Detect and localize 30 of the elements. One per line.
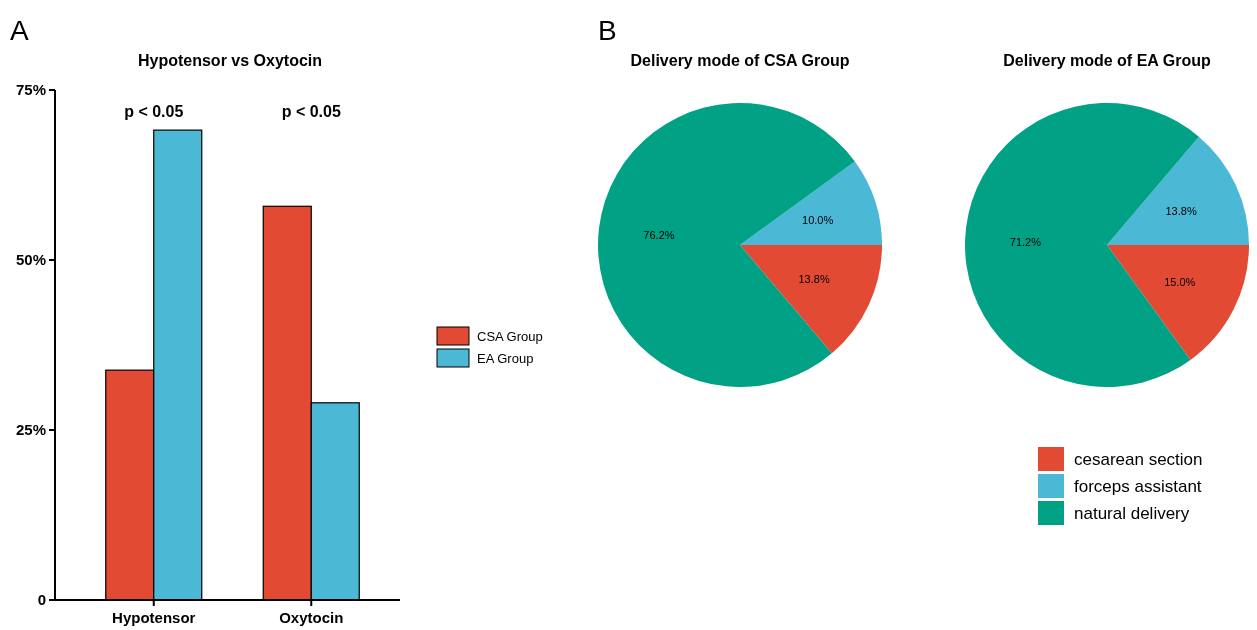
y-tick-label: 0 bbox=[37, 591, 46, 609]
data-label: 13.8% bbox=[1165, 204, 1197, 217]
y-tick-label: 50% bbox=[15, 251, 46, 269]
y-tick-label: 75% bbox=[15, 81, 46, 99]
text: B bbox=[598, 15, 617, 46]
legend-label: EA Group bbox=[477, 350, 534, 366]
pie-slice bbox=[965, 103, 1199, 387]
legend-label: CSA Group bbox=[477, 328, 543, 344]
pie-slice bbox=[1107, 245, 1249, 360]
legend-label: forceps assistant bbox=[1074, 476, 1202, 496]
chart-title: Hypotensor vs Oxytocin bbox=[137, 52, 323, 69]
legend-label: natural delivery bbox=[1074, 503, 1190, 523]
data-label: 76.2% bbox=[643, 229, 675, 242]
annotation: p < 0.05 bbox=[281, 103, 341, 120]
x-tick-label: Oxytocin bbox=[279, 609, 344, 626]
y-tick-label: 25% bbox=[15, 421, 46, 439]
data-label: 15.0% bbox=[1164, 275, 1196, 288]
text: A bbox=[10, 15, 29, 46]
pie-slice bbox=[740, 245, 882, 354]
data-label: 13.8% bbox=[798, 273, 830, 286]
x-tick-label: Hypotensor bbox=[112, 609, 196, 626]
chart-title: Delivery mode of EA Group bbox=[1003, 52, 1211, 69]
legend-label: cesarean section bbox=[1074, 449, 1203, 469]
pie-slice bbox=[1107, 136, 1249, 245]
data-label: 10.0% bbox=[802, 213, 834, 226]
pie-slice bbox=[598, 103, 855, 387]
annotation: p < 0.05 bbox=[124, 103, 184, 120]
pie-slice bbox=[740, 161, 882, 245]
data-label: 71.2% bbox=[1009, 235, 1042, 248]
chart-title: Delivery mode of CSA Group bbox=[630, 52, 850, 69]
